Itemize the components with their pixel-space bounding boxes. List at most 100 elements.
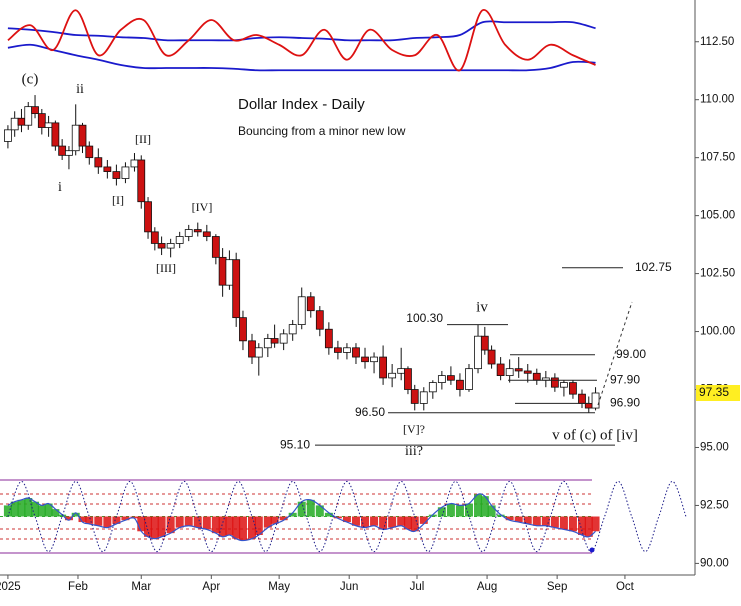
histogram-bar: [248, 516, 257, 539]
y-tick-label: 92.50: [700, 499, 729, 511]
histogram-bar: [559, 516, 568, 530]
x-tick-label: Sep: [547, 581, 567, 593]
forecast-path: [597, 301, 633, 406]
candle-body: [279, 333, 288, 344]
histogram-bar: [64, 516, 73, 521]
level-label: 96.90: [610, 396, 640, 410]
histogram-bar: [464, 503, 473, 517]
level-label: 99.00: [616, 347, 646, 361]
wave-label: [II]: [135, 132, 151, 146]
histogram-bar: [577, 516, 586, 535]
histogram-bar: [333, 516, 342, 519]
candle-body: [437, 375, 446, 383]
candle-body: [193, 229, 202, 233]
histogram-bar: [137, 516, 146, 532]
x-tick-label: Apr: [202, 581, 220, 593]
candle-body: [94, 157, 103, 168]
candle-body: [419, 391, 428, 404]
histogram-bar: [3, 505, 12, 517]
candle-body: [270, 338, 279, 344]
histogram-bar: [455, 505, 464, 517]
histogram-bar: [351, 516, 360, 526]
candle-body: [157, 243, 166, 249]
histogram-bar: [58, 514, 67, 517]
candle-body: [447, 375, 455, 381]
candle-body: [505, 368, 514, 377]
histogram-bar: [487, 505, 496, 517]
candle-body: [130, 159, 139, 168]
candle-body: [51, 122, 60, 147]
wave-label: [III]: [156, 261, 176, 275]
indicator-line: [7, 43, 596, 72]
cycle-dot: [589, 547, 595, 553]
x-tick-label: Mar: [131, 581, 151, 593]
histogram-bar: [202, 516, 211, 530]
histogram-bar: [78, 516, 87, 523]
candle-body: [254, 347, 263, 358]
histogram-bar: [211, 516, 220, 534]
histogram-bar: [297, 501, 306, 517]
y-tick-label: 102.50: [700, 268, 735, 280]
histogram-bar: [157, 516, 166, 537]
histogram-bar: [403, 516, 412, 530]
candle-body: [150, 231, 159, 244]
histogram-bar: [193, 516, 202, 528]
x-tick-label: Jun: [340, 581, 359, 593]
candle-body: [211, 236, 220, 258]
candle-body: [17, 117, 26, 126]
candle-body: [397, 368, 406, 374]
candle-body: [263, 338, 272, 349]
histogram-bar: [112, 516, 121, 524]
y-tick-label: 110.00: [700, 94, 734, 106]
histogram-bar: [361, 516, 370, 528]
candle-body: [333, 347, 342, 353]
candle-body: [361, 356, 369, 363]
y-tick-label: 100.00: [700, 326, 735, 338]
candle-body: [37, 113, 46, 128]
candle-body: [428, 382, 437, 393]
histogram-bar: [37, 505, 46, 517]
candle-body: [532, 372, 541, 381]
histogram-bar: [428, 514, 437, 517]
candle-body: [404, 368, 412, 390]
histogram-bar: [379, 516, 388, 530]
histogram-bar: [388, 516, 397, 528]
histogram-bar: [324, 512, 333, 517]
histogram-bar: [505, 516, 514, 521]
candle-body: [232, 259, 241, 319]
histogram-bar: [71, 512, 80, 517]
histogram-bar: [568, 516, 577, 532]
x-tick-label: Oct: [616, 581, 635, 593]
wave-label: [IV]: [192, 200, 213, 214]
level-label: 100.30: [406, 311, 443, 325]
candle-body: [388, 372, 397, 379]
wave-label: ii: [76, 82, 84, 97]
candle-body: [487, 349, 496, 365]
histogram-bar: [474, 494, 483, 517]
candle-body: [85, 145, 94, 159]
candle-body: [480, 335, 489, 351]
histogram-bar: [419, 516, 428, 524]
histogram-bar: [175, 516, 184, 528]
histogram-bar: [288, 512, 297, 517]
candle-body: [4, 129, 12, 142]
y-tick-label: 95.00: [700, 442, 729, 454]
histogram-bar: [541, 516, 550, 526]
candle-body: [218, 256, 227, 286]
histogram-bar: [150, 516, 159, 539]
candle-body: [410, 389, 419, 404]
candle-body: [78, 124, 87, 147]
candle-body: [584, 403, 593, 409]
histogram-bar: [306, 499, 315, 517]
candle-body: [58, 145, 67, 156]
x-tick-label: Feb: [68, 581, 88, 593]
candle-body: [137, 159, 146, 203]
level-label: 97.90: [610, 372, 640, 386]
candle-body: [379, 356, 387, 379]
back-layer: [3, 9, 687, 553]
histogram-bar: [238, 516, 247, 541]
wave-label: [V]?: [403, 422, 425, 436]
x-tick-label: 2025: [0, 581, 21, 593]
candle-body: [112, 171, 121, 179]
candle-body: [560, 382, 568, 388]
